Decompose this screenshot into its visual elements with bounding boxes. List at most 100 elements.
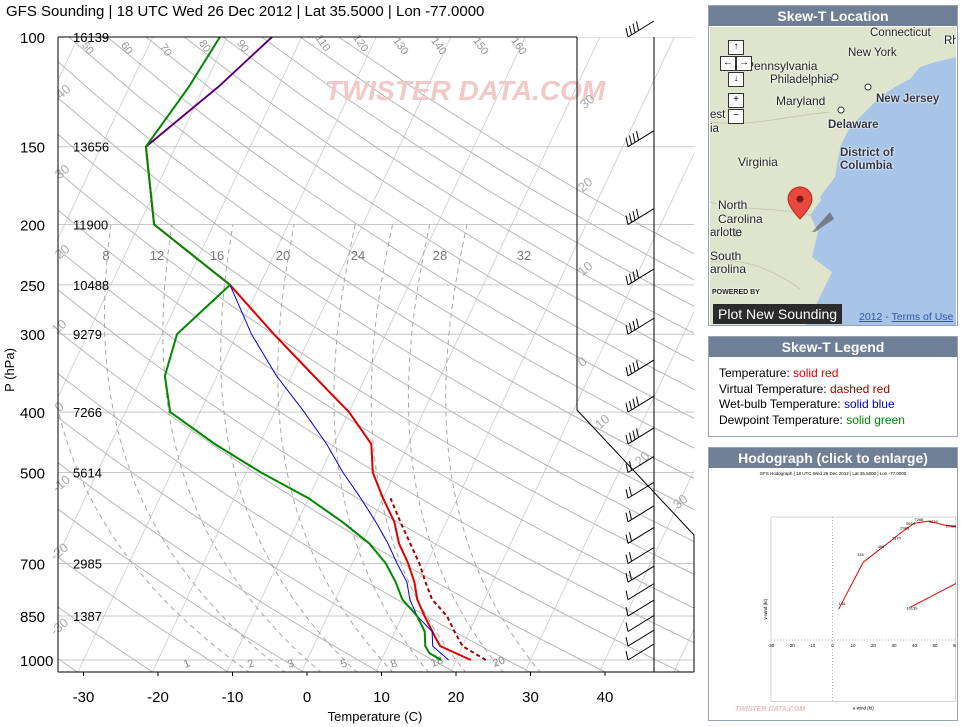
- map-pan-left-button[interactable]: ←: [720, 56, 736, 71]
- dry-adiabat-label: 80: [196, 38, 213, 55]
- map-pan-up-button[interactable]: ↑: [728, 40, 744, 55]
- wind-barb-flag: [625, 534, 629, 544]
- location-map[interactable]: Connecticut Rh New York Pennsylvania Phi…: [710, 27, 956, 325]
- wind-barb-flag: [625, 554, 629, 564]
- wind-barb: [625, 208, 655, 225]
- legend-item-label: Wet-bulb Temperature:: [719, 397, 844, 411]
- dry-adiabat-line: [58, 556, 230, 672]
- hodograph-watermark: TWISTER DATA.COM: [735, 706, 805, 713]
- pressure-tick-label: 400: [20, 405, 45, 422]
- wind-barb-flag: [625, 590, 629, 600]
- wind-barb-flag: [629, 135, 632, 145]
- height-label: 1387: [73, 609, 102, 624]
- pressure-tick-label: 250: [20, 278, 45, 295]
- plot-new-sounding-button[interactable]: Plot New Sounding: [713, 304, 843, 324]
- map-label-philadelphia: Philadelphia: [770, 74, 833, 86]
- wind-barb-flag: [632, 398, 636, 408]
- map-pan-down-button[interactable]: ↓: [728, 72, 744, 87]
- map-label-ia: ia: [710, 123, 719, 135]
- wind-barb-staff: [627, 427, 655, 445]
- hodograph-height-label: 9279: [929, 519, 939, 524]
- isotherm-line: [58, 37, 228, 399]
- hodograph-panel[interactable]: Hodograph (click to enlarge) GFS Hodogra…: [708, 447, 958, 721]
- wetbulb-label: 12: [150, 248, 164, 263]
- isotherm-line: [58, 37, 154, 240]
- map-footer: 2012 - Terms of Use: [859, 311, 953, 323]
- wind-barb: [625, 481, 655, 499]
- wind-barb-staff: [627, 481, 655, 499]
- wind-barb-staff: [627, 599, 655, 617]
- wind-barb-staff: [627, 456, 655, 473]
- wind-barb: [625, 456, 655, 473]
- hodograph-x-tick: 40: [912, 643, 918, 648]
- map-footer-year[interactable]: 2012: [859, 311, 883, 323]
- mixing-ratio-label: 18: [429, 654, 445, 669]
- dry-adiabat-label: 150: [470, 35, 490, 57]
- wind-barb-staff: [627, 395, 655, 413]
- map-label-rh: Rh: [944, 35, 956, 47]
- map-zoom-out-button[interactable]: −: [728, 109, 744, 124]
- moist-adiabat-line: [445, 224, 541, 672]
- hodograph-chart[interactable]: GFS Hodograph | 18 UTC Wed 26 Dec 2012 |…: [711, 469, 956, 719]
- x-tick-label: 30: [522, 689, 539, 706]
- wetbulb-label: 16: [210, 248, 224, 263]
- legend-item-style: dashed red: [829, 381, 890, 396]
- dry-adiabat-label: 110: [313, 33, 333, 54]
- pressure-tick-label: 300: [20, 327, 45, 344]
- dry-adiabat-line: [145, 37, 694, 390]
- wind-barb-staff: [627, 505, 655, 523]
- isotherm-line: [226, 37, 526, 672]
- wind-barb-flag: [625, 650, 629, 661]
- dry-adiabat-line: [58, 416, 456, 672]
- hodograph-height-label: 145: [839, 601, 846, 606]
- wind-barb-staff: [627, 359, 655, 377]
- wind-barb-flag: [632, 23, 636, 33]
- wind-barb: [625, 20, 655, 38]
- wind-barb: [625, 583, 655, 601]
- map-label-arlotte: arlotte: [710, 227, 742, 239]
- isotherm-line: [598, 469, 694, 672]
- isotherm-label: -10: [49, 472, 73, 496]
- wind-barb-flag: [629, 273, 632, 283]
- map-zoom-in-button[interactable]: +: [728, 93, 744, 108]
- map-label-south: South: [710, 249, 742, 263]
- dry-adiabat-line: [58, 133, 694, 543]
- isotherm-line: [300, 37, 601, 672]
- mixing-ratio-label: 1: [182, 657, 192, 670]
- hodograph-x-tick: -20: [788, 643, 795, 648]
- hodograph-height-label: 1370: [892, 536, 902, 541]
- dry-adiabat-line: [58, 508, 305, 672]
- map-label-district-of-columbia: District of Columbia: [840, 147, 894, 172]
- pressure-tick-label: 700: [20, 556, 45, 573]
- watermark: TWISTER DATA.COM: [325, 75, 606, 106]
- isotherm-line: [524, 310, 694, 672]
- moist-adiabat-line: [407, 224, 504, 672]
- mixing-ratio-label: 3: [286, 657, 296, 670]
- dry-adiabat-line: [58, 209, 694, 609]
- wind-barb-staff: [627, 130, 655, 148]
- x-tick-label: 0: [303, 689, 311, 706]
- isotherm-line: [449, 152, 694, 672]
- map-label-maryland: Maryland: [776, 94, 826, 108]
- hodograph-y-label: v-wind (kt): [763, 598, 768, 619]
- wetbulb-label: 8: [102, 248, 109, 263]
- series-wet-bulb-temperatureline: [145, 37, 449, 661]
- terms-of-use-link[interactable]: Terms of Use: [891, 311, 954, 323]
- map-pan-right-button[interactable]: →: [736, 56, 752, 71]
- wind-barb-flag: [629, 486, 632, 497]
- hodograph-height-label: 450: [878, 544, 885, 549]
- dry-adiabat-line: [184, 37, 694, 362]
- series-virtual-temperatureline: [389, 497, 487, 661]
- wind-barb-flag: [625, 512, 629, 522]
- x-tick-label: 20: [448, 689, 465, 706]
- hodograph-height-label: 5614: [906, 521, 916, 526]
- map-label-est: est: [710, 109, 726, 121]
- dry-adiabat-line: [58, 289, 682, 672]
- legend-item: Dewpoint Temperature: solid green: [719, 413, 947, 429]
- wind-barb-flag: [629, 322, 632, 333]
- isotherm-label: 20: [632, 448, 653, 469]
- wind-barb-flag: [625, 573, 629, 583]
- height-label: 5614: [73, 465, 102, 480]
- dry-adiabat-line: [58, 606, 154, 672]
- isotherm-line: [375, 37, 675, 672]
